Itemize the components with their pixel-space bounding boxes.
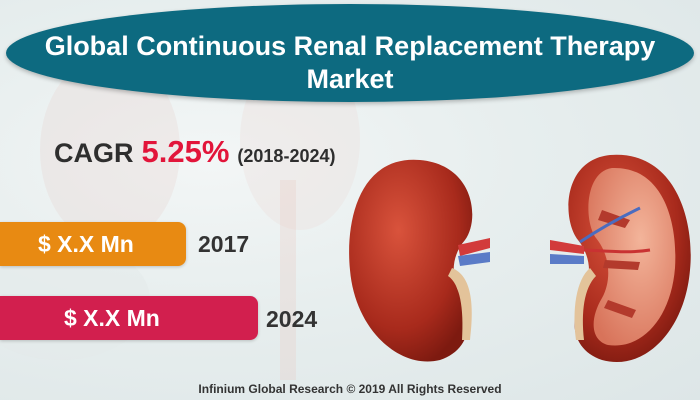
market-value-label-2024: $ X.X Mn	[64, 304, 160, 331]
market-value-bar-2024: $ X.X Mn	[0, 296, 258, 340]
copyright-footer: Infinium Global Research © 2019 All Righ…	[198, 382, 502, 396]
kidney-illustration	[349, 154, 691, 363]
title-line-1: Global Continuous Renal Replacement Ther…	[44, 31, 656, 61]
title-banner	[6, 4, 694, 102]
kidney-cross-section-icon	[550, 154, 691, 363]
title-line-2: Market	[306, 64, 394, 94]
page-title: Global Continuous Renal Replacement Ther…	[30, 30, 670, 96]
cagr-statement: CAGR 5.25% (2018-2024)	[54, 134, 335, 174]
market-value-bar-2017: $ X.X Mn	[0, 222, 186, 266]
year-label-2024: 2024	[266, 306, 318, 332]
cagr-label: CAGR	[54, 138, 134, 168]
cagr-value: 5.25%	[141, 134, 230, 169]
market-value-label-2017: $ X.X Mn	[38, 230, 134, 257]
whole-kidney-icon	[349, 159, 490, 362]
year-label-2017: 2017	[198, 231, 250, 257]
cagr-range: (2018-2024)	[237, 146, 336, 166]
